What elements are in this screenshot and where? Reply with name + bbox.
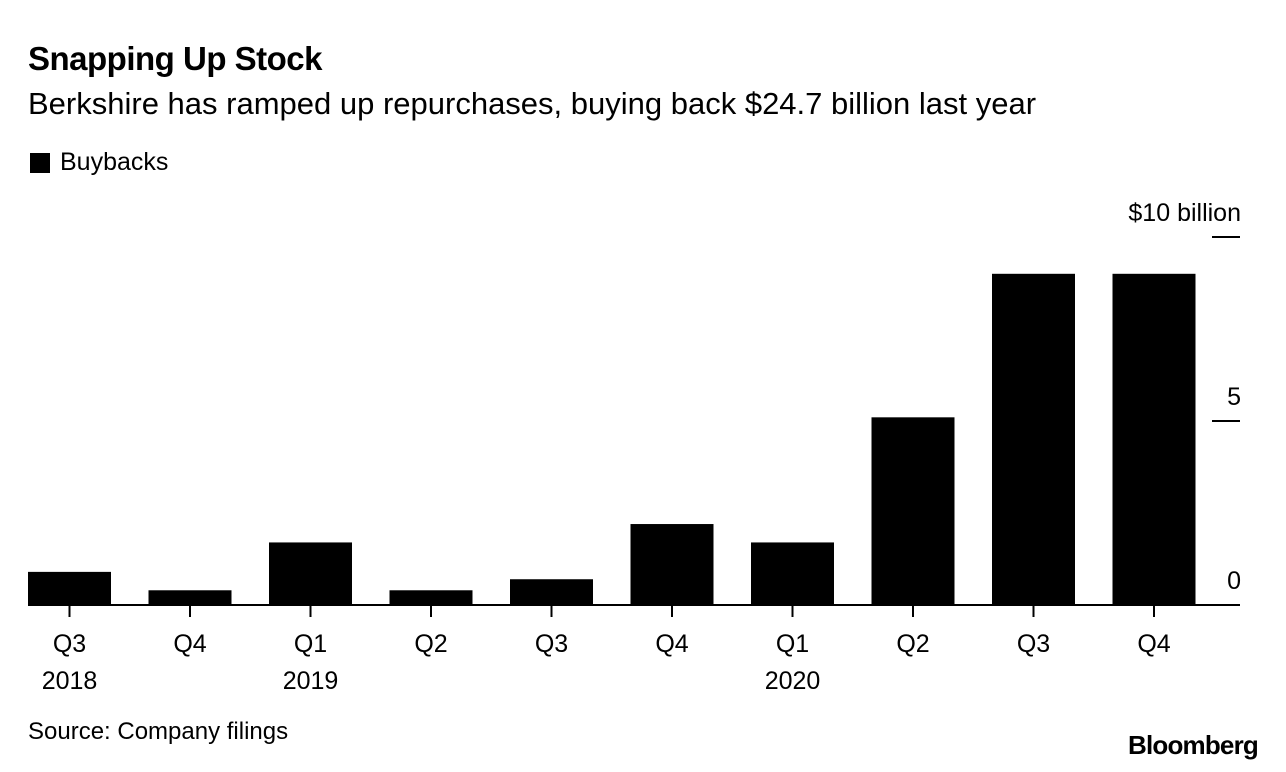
- x-tick-label-4: Q2: [414, 630, 447, 658]
- bar-8: [871, 417, 955, 605]
- bar-5: [510, 579, 593, 605]
- bar-2: [148, 590, 232, 605]
- y-tick-label-3: 0: [1227, 567, 1241, 595]
- y-tick-label-2: 5: [1227, 383, 1241, 411]
- x-year-label-7: 2020: [765, 667, 821, 695]
- x-tick-label-5: Q3: [535, 630, 568, 658]
- x-tick-label-8: Q2: [896, 630, 929, 658]
- bar-3: [269, 542, 352, 605]
- source-note: Source: Company filings: [28, 718, 289, 745]
- x-tick-label-2: Q4: [173, 630, 206, 658]
- x-tick-label-7: Q1: [776, 630, 809, 658]
- bar-10: [1112, 273, 1196, 605]
- bar-1: [28, 571, 111, 605]
- y-tick-label-1: $10 billion: [1128, 199, 1241, 227]
- legend: Buybacks: [30, 148, 168, 177]
- x-tick-label-3: Q1: [294, 630, 327, 658]
- x-tick-label-6: Q4: [655, 630, 688, 658]
- chart-title: Snapping Up Stock: [28, 40, 323, 77]
- bar-4: [389, 590, 473, 605]
- bar-9: [992, 273, 1075, 605]
- x-tick-label-1: Q3: [53, 630, 86, 658]
- bar-7: [751, 542, 834, 605]
- x-axis: Q3 2018 Q4 Q1 2019 Q2 Q3 Q4 Q1 2020 Q2 Q3 Q4: [28, 604, 1240, 695]
- x-year-label-1: 2018: [42, 667, 98, 695]
- x-tick-label-9: Q3: [1017, 630, 1050, 658]
- bar-6: [630, 524, 714, 605]
- chart-subtitle: Berkshire has ramped up repurchases, buy…: [28, 86, 1037, 121]
- bars-layer: [28, 273, 1196, 605]
- x-tick-label-10: Q4: [1137, 630, 1170, 658]
- legend-label: Buybacks: [60, 148, 169, 176]
- bloomberg-logo: Bloomberg: [1127, 730, 1259, 760]
- y-axis: $10 billion 5 0: [1128, 199, 1241, 595]
- legend-swatch: [30, 152, 50, 173]
- x-year-label-3: 2019: [283, 667, 339, 695]
